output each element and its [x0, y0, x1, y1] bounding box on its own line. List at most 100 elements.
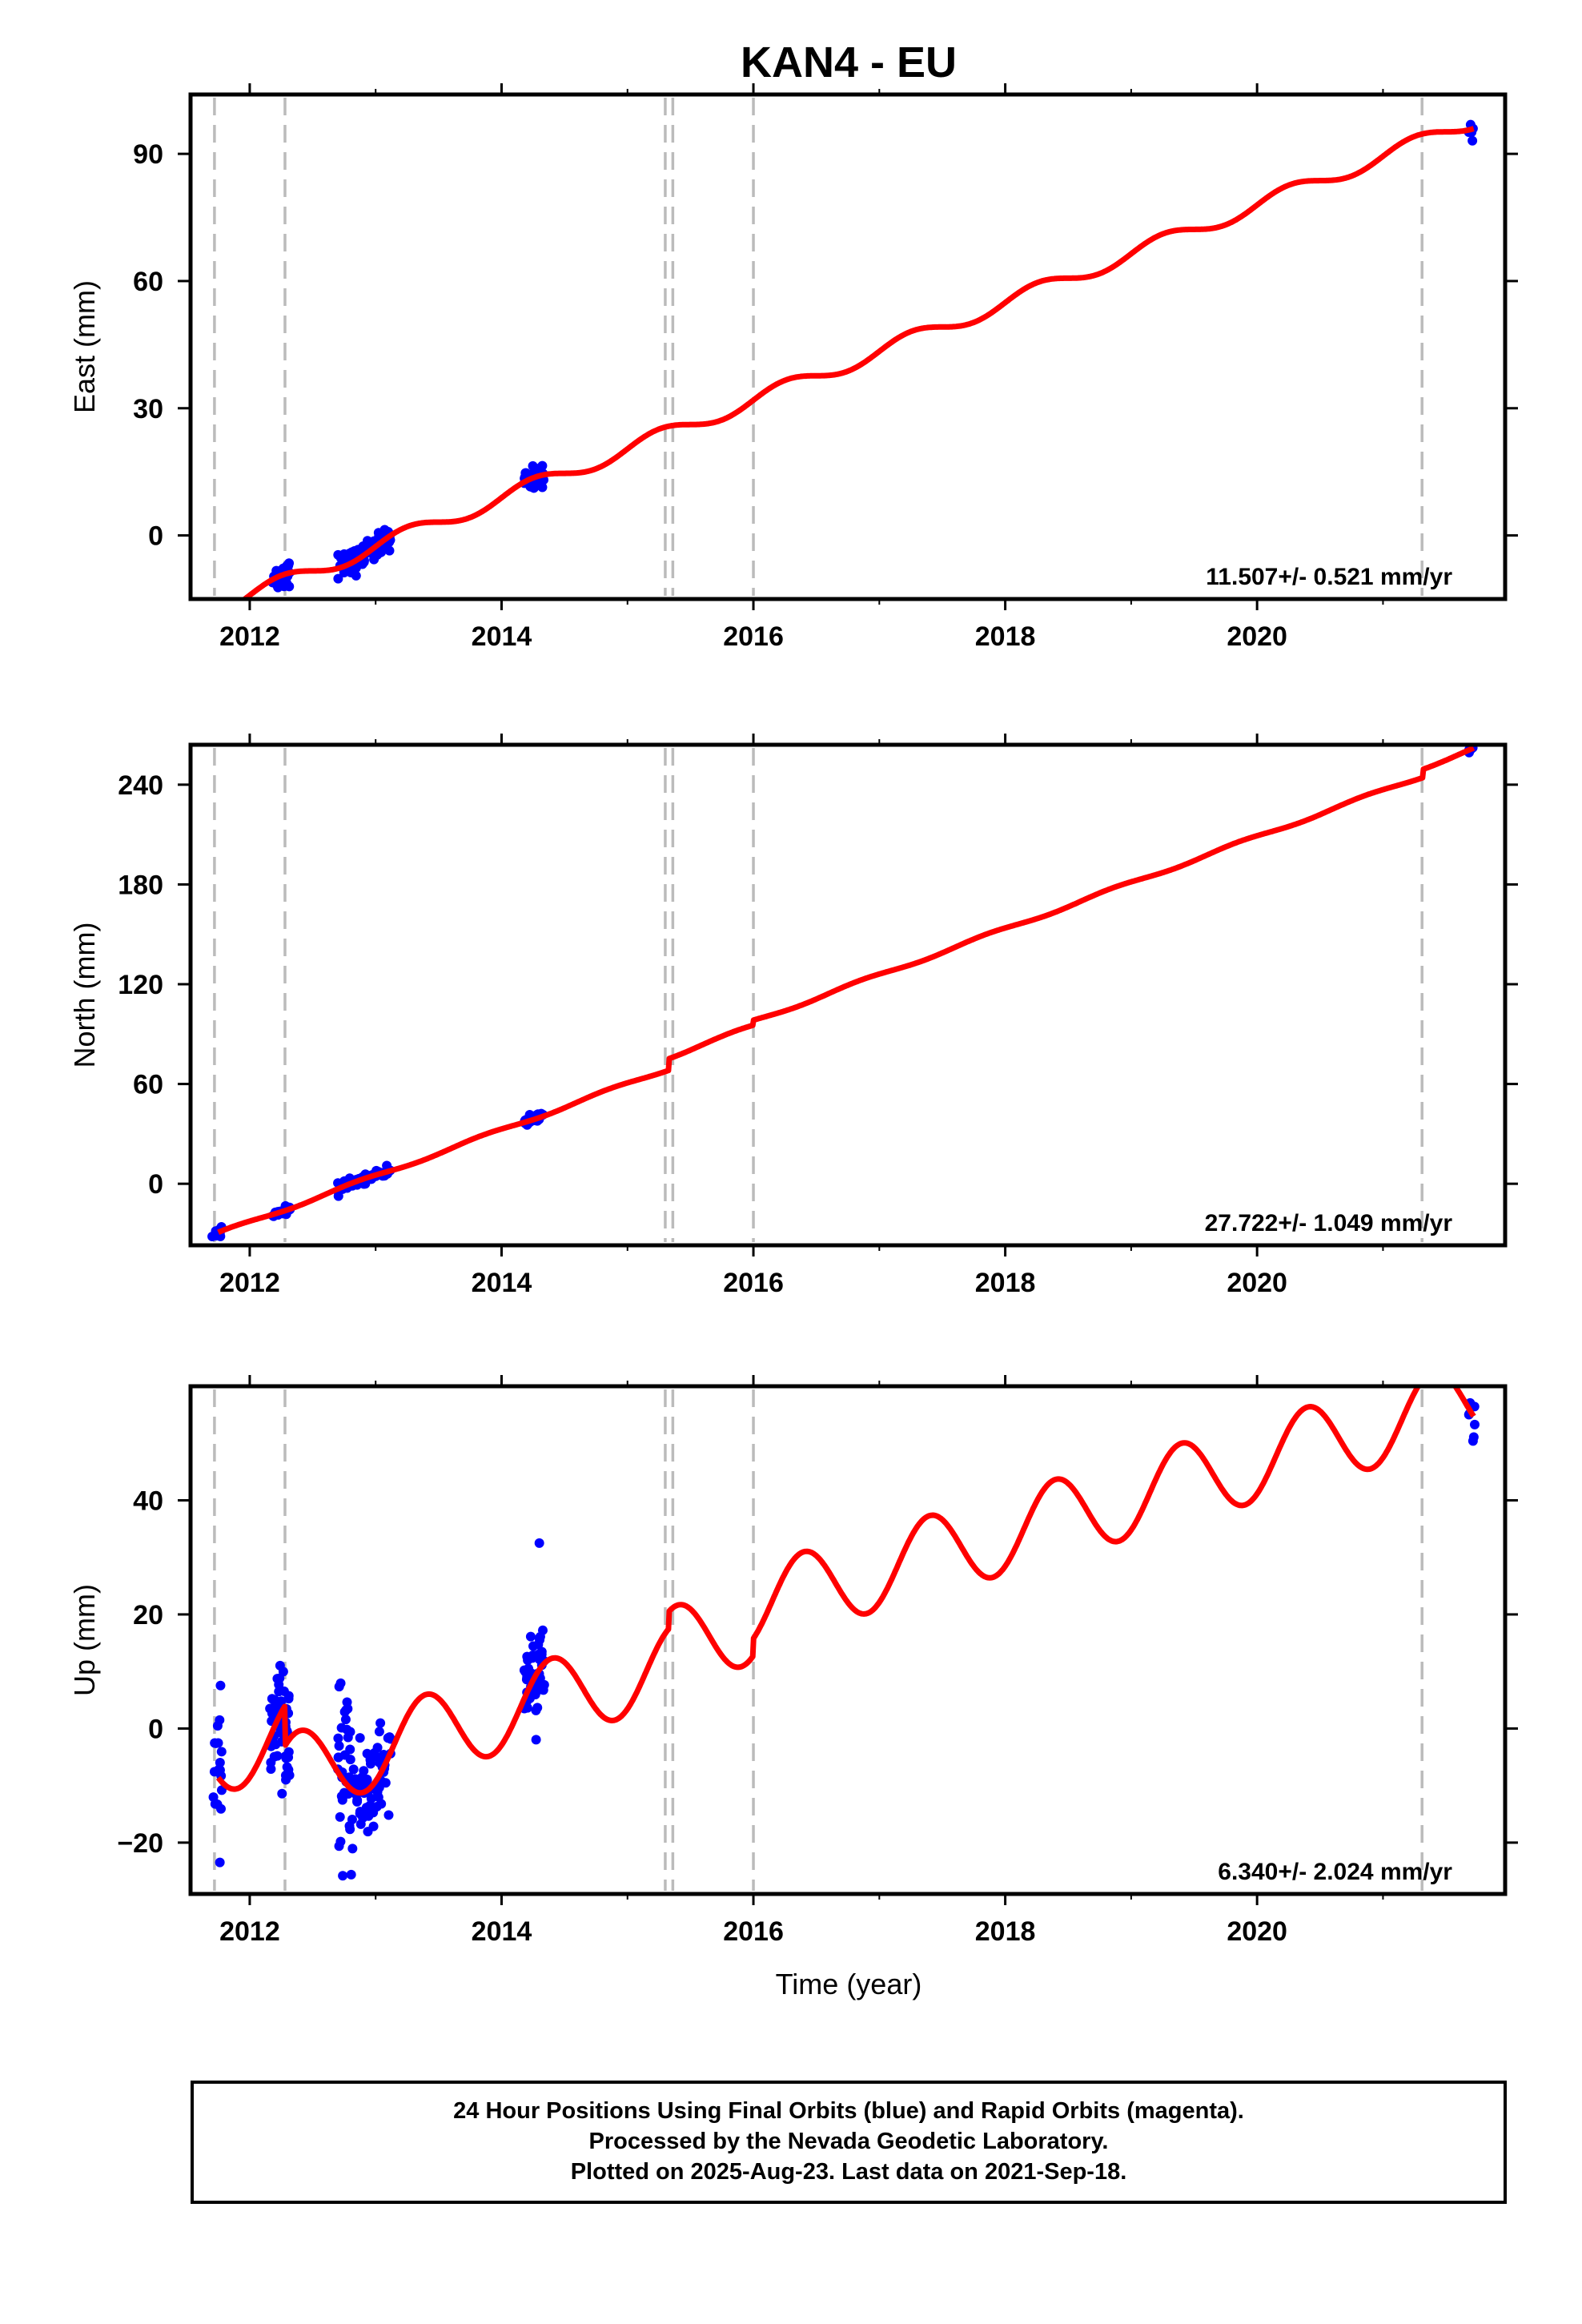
up-data-point [338, 1871, 348, 1881]
east-data-point [210, 607, 219, 617]
up-data-point [212, 1799, 223, 1810]
east-frame [188, 92, 1508, 601]
east-plot-area: 2012 2014 2016 2018 2020 0 30 60 90 [133, 83, 1518, 652]
east-ytick-label: 0 [148, 521, 163, 552]
east-xtick-label: 2018 [975, 621, 1036, 652]
up-data-point [1468, 1432, 1479, 1442]
east-ylabel: East (mm) [68, 280, 101, 413]
up-data-point [534, 1538, 544, 1548]
east-data-point [354, 545, 364, 556]
up-data-point [363, 1827, 373, 1837]
north-ytick-label: 120 [118, 970, 163, 1000]
east-xtick-label: 2012 [219, 621, 280, 652]
up-data-point [528, 1641, 539, 1651]
up-data-point [275, 1673, 285, 1683]
north-ytick-label: 180 [118, 870, 163, 900]
chart-title: KAN4 - EU [741, 38, 957, 86]
up-data-point [535, 1634, 545, 1645]
up-xtick-label: 2012 [219, 1916, 280, 1947]
up-data-point [266, 1757, 276, 1767]
up-panel: 2012 2014 2016 2018 2020 −20 0 20 40 Up (mm) 6.3… [68, 1375, 1518, 1947]
up-data-point [383, 1810, 394, 1820]
east-data-point [537, 460, 548, 471]
up-data-point [355, 1733, 365, 1743]
north-xtick-label: 2018 [975, 1268, 1036, 1298]
up-data-point [335, 1836, 346, 1847]
up-data-point [283, 1691, 294, 1701]
up-data-point [341, 1705, 351, 1715]
up-data-point [283, 1765, 294, 1775]
up-xtick-label: 2016 [723, 1916, 784, 1947]
up-data-point [345, 1824, 355, 1835]
up-data-point [345, 1755, 355, 1765]
up-data-point [346, 1869, 356, 1880]
up-data-point [281, 1753, 291, 1763]
up-data-point [333, 1752, 343, 1763]
up-data-point [211, 1738, 221, 1748]
footer-line-1: 24 Hour Positions Using Final Orbits (bl… [453, 2098, 1244, 2124]
east-ytick-label: 90 [133, 139, 163, 170]
up-data-point [1469, 1419, 1480, 1429]
east-panel: 2012 2014 2016 2018 2020 0 30 60 90 East (mm) 11… [68, 83, 1518, 652]
footer-box: 24 Hour Positions Using Final Orbits (bl… [191, 2081, 1507, 2204]
up-observations [208, 1397, 1480, 1881]
up-ytick-label: −20 [117, 1828, 163, 1859]
up-data-point [281, 1775, 291, 1785]
north-ylabel: North (mm) [68, 923, 101, 1068]
footer-line-3: Plotted on 2025-Aug-23. Last data on 202… [571, 2159, 1127, 2185]
up-data-point [525, 1631, 536, 1642]
up-data-point [366, 1793, 376, 1803]
up-data-point [358, 1813, 368, 1823]
up-data-point [215, 1680, 226, 1691]
north-xtick-label: 2020 [1227, 1268, 1287, 1298]
up-data-point [337, 1795, 347, 1805]
up-data-point [347, 1844, 358, 1854]
north-frame [188, 742, 1508, 1248]
up-data-point [215, 1765, 225, 1775]
north-ytick-label: 0 [148, 1169, 163, 1200]
up-data-point [215, 1715, 225, 1725]
up-data-point [216, 1747, 227, 1757]
up-data-point [349, 1777, 359, 1787]
up-data-point [274, 1687, 284, 1697]
up-data-point [276, 1696, 287, 1707]
up-ytick-label: 0 [148, 1714, 163, 1744]
up-data-point [365, 1755, 375, 1765]
up-data-point [348, 1764, 359, 1775]
up-data-point [374, 1727, 384, 1737]
north-xtick-label: 2012 [219, 1268, 280, 1298]
east-xtick-label: 2020 [1227, 621, 1287, 652]
east-data-point [347, 547, 357, 557]
east-xtick-label: 2014 [472, 621, 532, 652]
east-data-point [209, 613, 219, 623]
up-ytick-label: 40 [133, 1486, 163, 1516]
up-data-point [215, 1857, 225, 1868]
up-xtick-label: 2020 [1227, 1916, 1287, 1947]
up-model-curve [215, 1386, 1476, 1796]
east-data-point [216, 605, 226, 614]
north-rate-label: 27.722+/- 1.049 mm/yr [1205, 1210, 1453, 1236]
up-data-point [531, 1735, 541, 1745]
up-data-point [339, 1787, 349, 1798]
up-data-point [536, 1647, 547, 1657]
north-data-point [207, 1232, 218, 1242]
north-data-point [333, 1191, 343, 1201]
up-data-point [334, 1741, 344, 1751]
up-data-point [342, 1724, 352, 1735]
footer-line-2: Processed by the Nevada Geodetic Laborat… [589, 2129, 1109, 2154]
up-plot-area: 2012 2014 2016 2018 2020 −20 0 20 40 [117, 1375, 1518, 1947]
up-data-point [342, 1697, 352, 1707]
up-xtick-label: 2014 [472, 1916, 532, 1947]
north-xtick-label: 2016 [723, 1268, 784, 1298]
north-data-point [215, 1231, 226, 1241]
up-data-point [335, 1678, 346, 1688]
north-ytick-label: 240 [118, 770, 163, 801]
up-data-point [357, 1780, 367, 1791]
east-data-point [281, 577, 291, 588]
north-ytick-label: 60 [133, 1070, 163, 1100]
up-data-point [368, 1807, 379, 1818]
east-xtick-label: 2016 [723, 621, 784, 652]
up-frame [188, 1384, 1508, 1896]
up-data-point [537, 1625, 548, 1635]
